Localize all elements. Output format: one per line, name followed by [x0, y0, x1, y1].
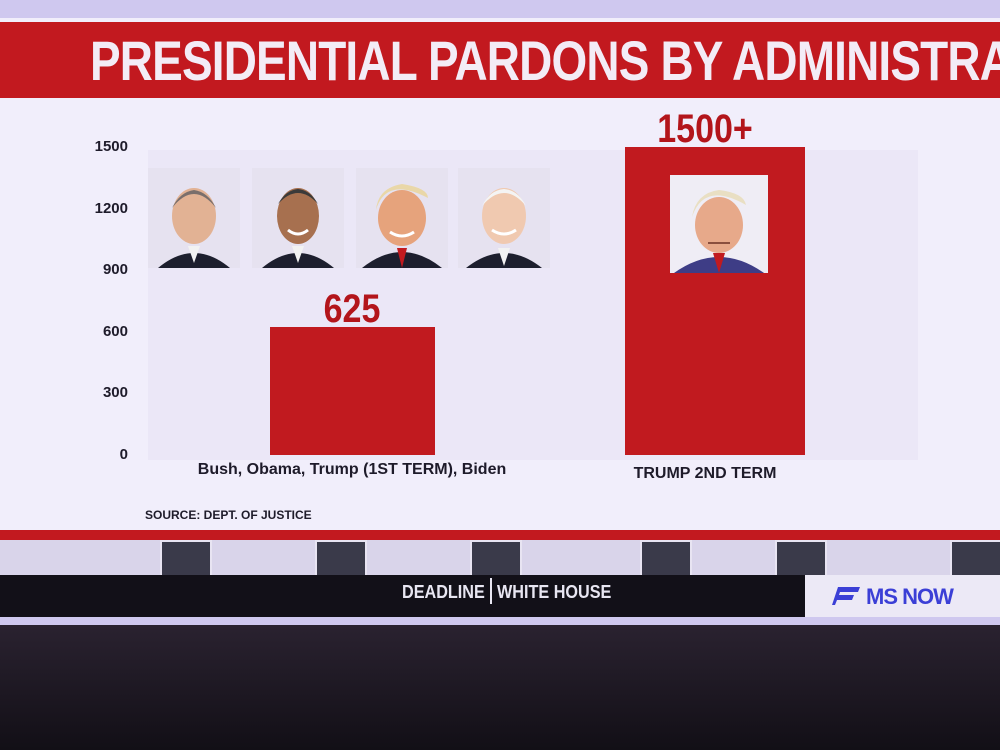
y-tick-label: 300 — [102, 384, 128, 402]
bush-portrait — [148, 168, 240, 268]
bar — [270, 326, 435, 455]
y-tick-label: 1200 — [94, 199, 128, 217]
building-window — [950, 540, 1000, 580]
title-bar — [0, 22, 1000, 98]
tv-screen: PRESIDENTIAL PARDONS BY ADMINISTRATION 0… — [0, 0, 1000, 635]
building-window — [775, 540, 827, 580]
network-logo-text: MS NOW — [866, 584, 954, 609]
bar-data-label: 1500+ — [657, 107, 753, 151]
y-tick-label: 1500 — [94, 138, 128, 155]
x-category-label: TRUMP 2ND TERM — [633, 465, 777, 482]
building-window — [470, 540, 522, 580]
bar-data-label: 625 — [323, 286, 381, 331]
trump-first-term-portrait — [356, 168, 448, 268]
y-tick-label: 900 — [102, 261, 128, 279]
network-logo-icon — [832, 587, 860, 605]
show-name-right: WHITE HOUSE — [497, 582, 612, 602]
obama-portrait — [252, 168, 344, 268]
room-below-tv — [0, 625, 1000, 750]
x-category-label: Bush, Obama, Trump (1ST TERM), Biden — [197, 461, 507, 478]
building-window — [160, 540, 212, 580]
chart-title: PRESIDENTIAL PARDONS BY ADMINISTRATION — [90, 29, 1000, 92]
building-window — [315, 540, 367, 580]
panel-bottom-stripe — [0, 530, 1000, 540]
show-name-left: DEADLINE — [402, 582, 485, 602]
building-window — [640, 540, 692, 580]
y-tick-label: 0 — [119, 446, 128, 463]
y-tick-label: 600 — [102, 322, 128, 340]
source-note: SOURCE: DEPT. OF JUSTICE — [145, 508, 312, 522]
trump-mugshot-portrait — [670, 175, 768, 273]
show-name-divider — [490, 578, 492, 604]
biden-portrait — [458, 168, 550, 268]
